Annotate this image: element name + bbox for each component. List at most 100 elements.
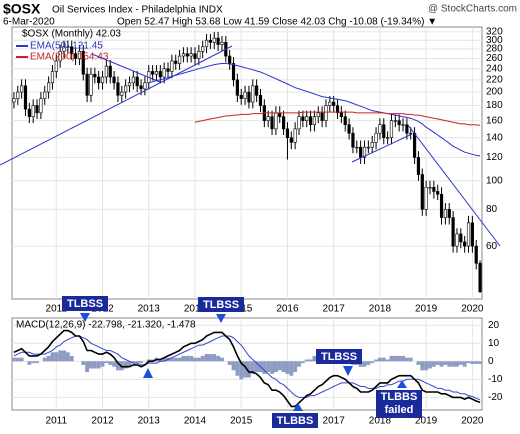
candle-body [231, 63, 236, 81]
x-tick-label: 2013 [138, 416, 161, 427]
candle-body [355, 146, 359, 149]
price-frame [11, 26, 483, 300]
candle-body [343, 116, 347, 125]
candle-body [308, 116, 313, 125]
candle-body [386, 137, 390, 139]
histogram-bar [127, 361, 132, 367]
candle-body [255, 85, 259, 96]
candle-body [73, 53, 78, 59]
histogram-bar [81, 361, 86, 365]
candle-body [247, 91, 251, 103]
candle-body [23, 85, 28, 110]
candle-body [185, 53, 189, 57]
histogram-bar [243, 361, 247, 378]
x-tick-label: 2015 [230, 416, 253, 427]
candle-body [459, 233, 463, 243]
y-tick-label: 260 [486, 53, 503, 64]
histogram-bar [35, 361, 39, 364]
histogram-bar [185, 355, 190, 362]
histogram-bar [169, 357, 174, 362]
legend-label: $OSX (Monthly) 42.03 [22, 29, 121, 40]
histogram-bar [135, 361, 140, 364]
candle-body [127, 82, 132, 87]
candle-body [266, 116, 270, 121]
histogram-bar [420, 361, 425, 371]
histogram-bar [443, 361, 448, 365]
histogram-bar [100, 361, 105, 367]
y-tick-label: 220 [486, 75, 503, 86]
candle-body [316, 112, 320, 117]
histogram-bar [381, 357, 386, 362]
histogram-bar [216, 355, 221, 362]
candle-body [335, 105, 340, 114]
histogram-bar [177, 357, 182, 362]
histogram-bar [189, 355, 194, 362]
y-tick-label: -10 [488, 374, 503, 385]
candle-body [401, 124, 405, 126]
histogram-bar [312, 355, 317, 362]
histogram-bar [104, 361, 109, 364]
candle-body [85, 73, 89, 96]
candle-body [193, 53, 197, 59]
histogram-bar [416, 361, 421, 365]
candle-body [420, 174, 424, 210]
candle-body [12, 98, 16, 103]
candle-body [278, 112, 282, 117]
histogram-bar [123, 361, 128, 369]
x-tick-label: 2011 [46, 416, 68, 427]
candle-body [424, 187, 428, 210]
x-tick-label: 2016 [276, 304, 299, 315]
macd-line [13, 329, 481, 408]
candle-body [455, 233, 459, 247]
x-tick-label: 2020 [461, 416, 484, 427]
candle-body [54, 60, 58, 72]
histogram-bar [285, 361, 290, 374]
y-tick-label: 140 [486, 132, 503, 143]
histogram-bar [277, 361, 282, 371]
candle-body [239, 95, 243, 99]
histogram-bar [46, 355, 51, 362]
candle-body [274, 112, 278, 130]
x-tick-label: 2019 [415, 304, 438, 315]
candle-body [189, 53, 193, 57]
histogram-bar [474, 361, 479, 364]
trendlines [0, 45, 501, 247]
candle-body [270, 116, 274, 130]
histogram-bar [266, 361, 271, 373]
histogram-bar [308, 359, 313, 362]
candle-body [43, 91, 47, 99]
candle-body [347, 124, 351, 134]
annotation: TLBSS [321, 351, 357, 363]
histogram-bar [27, 361, 32, 365]
histogram-bar [96, 361, 101, 369]
histogram-bar [470, 361, 475, 364]
candle-body [220, 42, 224, 45]
histogram-bar [58, 350, 63, 362]
histogram-bar [250, 361, 255, 374]
candle-body [436, 191, 440, 195]
candle-body [324, 105, 328, 121]
candle-body [120, 91, 124, 96]
ema-line [194, 111, 481, 126]
histogram-bar [139, 361, 143, 364]
histogram-bar [108, 361, 113, 365]
candle-body [281, 116, 286, 130]
description: Oil Services Index - Philadelphia INDX [52, 5, 223, 16]
histogram-bar [462, 361, 467, 367]
candle-body [116, 82, 120, 96]
candle-body [351, 132, 355, 148]
candle-body [124, 85, 128, 93]
candle-body [170, 60, 174, 72]
legend-label: EMA(200) 154.43 [30, 52, 109, 63]
candle-body [143, 82, 147, 90]
histogram-bar [273, 361, 278, 373]
histogram-bar [150, 359, 155, 362]
candle-body [177, 55, 182, 64]
macd-frame [11, 317, 483, 411]
histogram-bar [466, 361, 471, 364]
histogram-bar [231, 361, 236, 371]
candle-body [393, 120, 397, 122]
candle-body [62, 46, 66, 52]
x-tick-label: 2013 [138, 304, 161, 315]
